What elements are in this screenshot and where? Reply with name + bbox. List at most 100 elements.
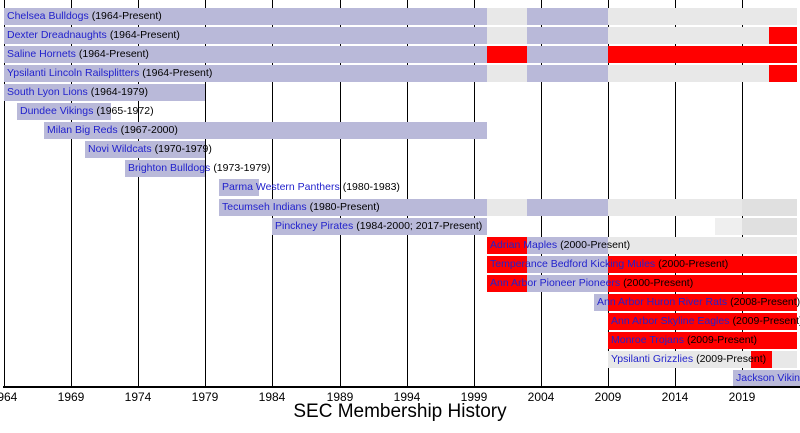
row-label: Pinckney Pirates (1984-2000; 2017-Present… [275, 218, 482, 235]
team-link[interactable]: Pinckney Pirates [275, 220, 354, 232]
row-label: Adrian Maples (2000-Present) [490, 237, 630, 254]
membership-bar-segment [608, 275, 797, 292]
membership-bar-segment [4, 8, 487, 25]
timeline-row: Ann Arbor Pioneer Pioneers (2000-Present) [0, 275, 800, 292]
gridline [340, 0, 341, 386]
membership-years-text: (1970-1979) [154, 143, 212, 155]
row-label: Dexter Dreadnaughts (1964-Present) [7, 27, 180, 44]
row-label: Novi Wildcats (1970-1979) [88, 141, 212, 158]
team-link[interactable]: Ann Arbor Pioneer Pioneers [490, 277, 621, 289]
row-label: Ann Arbor Pioneer Pioneers (2000-Present) [490, 275, 693, 292]
timeline-row: Pinckney Pirates (1984-2000; 2017-Present… [0, 218, 800, 235]
team-link[interactable]: Chelsea Bulldogs [7, 10, 89, 22]
team-link[interactable]: Saline Hornets [7, 48, 76, 60]
timeline-row: Ann Arbor Skyline Eagles (2009-Present) [0, 313, 800, 330]
row-label: Parma Western Panthers (1980-1983) [222, 179, 400, 196]
timeline-row: Monroe Trojans (2009-Present) [0, 332, 800, 349]
axis-tick-label: 1984 [258, 390, 286, 404]
team-link[interactable]: Ypsilanti Lincoln Railsplitters [7, 67, 140, 79]
membership-bar-segment [527, 275, 608, 292]
row-label: Dundee Vikings (1965-1972) [20, 103, 154, 120]
membership-bar-segment [742, 218, 797, 235]
membership-bar-segment [4, 84, 205, 101]
timeline-row: Temperance Bedford Kicking Mules (2000-Pr… [0, 256, 800, 273]
timeline-row: Adrian Maples (2000-Present) [0, 237, 800, 254]
membership-years-text: (1964-Present) [91, 10, 162, 22]
membership-bar-segment [272, 218, 487, 235]
membership-bar-segment [608, 313, 797, 330]
timeline-row: South Lyon Lions (1964-1979) [0, 84, 800, 101]
gridline [742, 0, 743, 386]
team-link[interactable]: Adrian Maples [490, 239, 558, 251]
membership-years-text: (2000-Present) [658, 258, 729, 270]
timeline-row: Jackson Vikings [0, 370, 800, 387]
membership-bar-segment [487, 199, 527, 216]
membership-years-text: (1965-1972) [96, 105, 154, 117]
timeline-row: Milan Big Reds (1967-2000) [0, 122, 800, 139]
timeline-row: Parma Western Panthers (1980-1983) [0, 179, 800, 196]
membership-bar-segment [608, 237, 797, 254]
membership-bar-segment [769, 65, 797, 82]
axis-tick-label: 1964 [0, 390, 18, 404]
team-link[interactable]: Novi Wildcats [88, 143, 152, 155]
membership-bar-segment [608, 199, 742, 216]
team-link[interactable]: Dundee Vikings [20, 105, 94, 117]
membership-years-text: (1964-Present) [142, 67, 213, 79]
team-link[interactable]: Temperance Bedford Kicking Mules [490, 258, 656, 270]
timeline-row: Tecumseh Indians (1980-Present) [0, 199, 800, 216]
membership-bar-segment [527, 8, 608, 25]
team-link[interactable]: Ann Arbor Skyline Eagles [611, 315, 730, 327]
membership-bar-segment [487, 65, 527, 82]
team-link[interactable]: Monroe Trojans [611, 334, 684, 346]
membership-years-text: (2000-Present) [560, 239, 631, 251]
team-link[interactable]: Jackson Vikings [736, 372, 800, 384]
membership-bar-segment [769, 27, 797, 44]
team-link[interactable]: Dexter Dreadnaughts [7, 29, 107, 41]
timeline-row: Ann Arbor Huron River Rats (2008-Present) [0, 294, 800, 311]
membership-bar-segment [608, 65, 769, 82]
membership-bar-segment [715, 218, 742, 235]
team-link[interactable]: Brighton Bulldogs [128, 162, 211, 174]
axis-tick-label: 1994 [393, 390, 421, 404]
membership-bar-segment [608, 27, 769, 44]
axis-tick-label: 1999 [460, 390, 488, 404]
team-link[interactable]: Ann Arbor Huron River Rats [597, 296, 728, 308]
membership-bar-segment [733, 370, 800, 387]
team-link[interactable]: Tecumseh Indians [222, 201, 307, 213]
membership-years-text: (1984-2000; 2017-Present) [356, 220, 483, 232]
membership-bar-segment [487, 256, 527, 273]
membership-bar-segment [125, 160, 205, 177]
team-link[interactable]: Ypsilanti Grizzlies [611, 353, 694, 365]
membership-years-text: (1964-Present) [109, 29, 180, 41]
row-label: Ann Arbor Skyline Eagles (2009-Present) [611, 313, 800, 330]
team-link[interactable]: South Lyon Lions [7, 86, 88, 98]
axis-tick-label: 1989 [326, 390, 354, 404]
membership-years-text: (1964-1979) [90, 86, 148, 98]
gridline [4, 0, 5, 386]
membership-bar-segment [527, 237, 608, 254]
gridline [541, 0, 542, 386]
membership-bar-segment [219, 199, 487, 216]
membership-bar-segment [527, 46, 608, 63]
axis-tick-label: 2009 [594, 390, 622, 404]
row-label: South Lyon Lions (1964-1979) [7, 84, 148, 101]
membership-bar-segment [487, 46, 527, 63]
timeline-row: Chelsea Bulldogs (1964-Present) [0, 8, 800, 25]
membership-bar-segment [608, 351, 751, 368]
membership-years-text: (2008-Present) [730, 296, 800, 308]
row-label: Brighton Bulldogs (1973-1979) [128, 160, 271, 177]
membership-bar-segment [742, 199, 797, 216]
membership-bar-segment [608, 332, 797, 349]
team-link[interactable]: Milan Big Reds [47, 124, 118, 136]
membership-bar-segment [4, 27, 487, 44]
membership-bar-segment [219, 179, 259, 196]
membership-years-text: (1980-Present) [309, 201, 380, 213]
team-link[interactable]: Parma Western Panthers [222, 181, 340, 193]
membership-bar-segment [527, 65, 608, 82]
membership-bar-segment [44, 122, 487, 139]
axis-tick-label: 2004 [527, 390, 555, 404]
membership-bar-segment [608, 46, 797, 63]
membership-bar-segment [751, 351, 772, 368]
membership-bar-segment [608, 256, 797, 273]
